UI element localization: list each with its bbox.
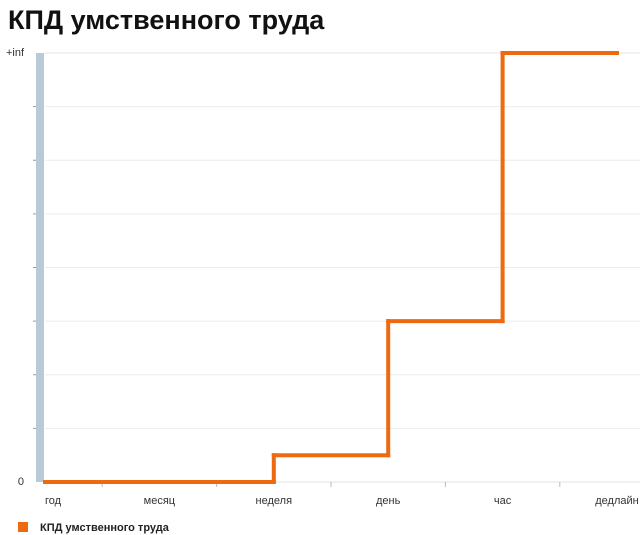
x-tick-label: неделя [256,495,293,507]
y-axis-bar [36,53,44,482]
x-tick-label: год [45,495,62,507]
step-end [615,51,619,55]
y-tick-label: 0 [18,476,24,488]
y-tick-label: +inf [6,47,25,59]
x-tick-label: дедлайн [595,495,638,507]
x-tick-label: день [376,495,401,507]
x-tick-label: час [494,495,512,507]
legend-swatch [18,522,28,532]
legend-label: КПД умственного труда [40,522,170,534]
chart-title: КПД умственного труда [8,5,325,35]
x-tick-label: месяц [144,495,176,507]
